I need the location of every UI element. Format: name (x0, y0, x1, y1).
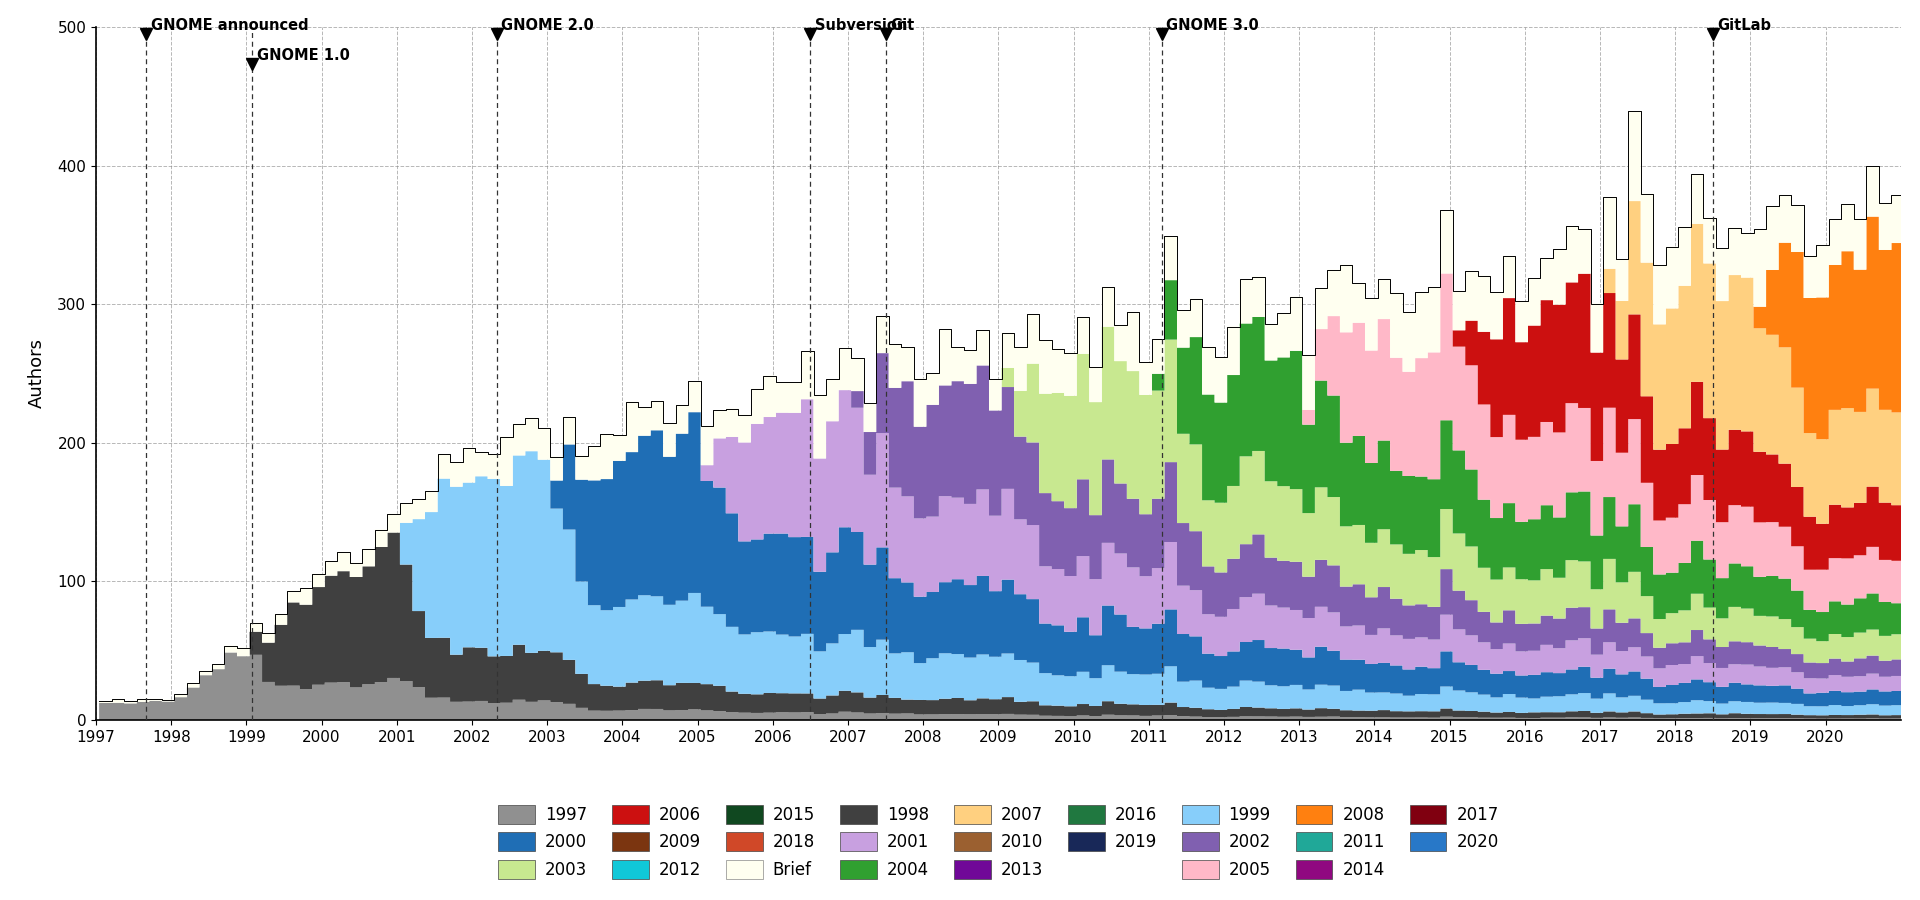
Text: GitLab: GitLab (1716, 17, 1772, 32)
Text: GNOME 2.0: GNOME 2.0 (501, 17, 593, 32)
Text: GNOME 3.0: GNOME 3.0 (1165, 17, 1260, 32)
Text: Subversion: Subversion (814, 17, 908, 32)
Text: Git: Git (891, 17, 914, 32)
Legend: 1997, 2000, 2003, 2006, 2009, 2012, 2015, 2018, Brief, 1998, 2001, 2004, 2007, 2: 1997, 2000, 2003, 2006, 2009, 2012, 2015… (497, 805, 1500, 879)
Y-axis label: Authors: Authors (29, 338, 46, 409)
Text: GNOME announced: GNOME announced (152, 17, 309, 32)
Text: GNOME 1.0: GNOME 1.0 (257, 48, 349, 63)
